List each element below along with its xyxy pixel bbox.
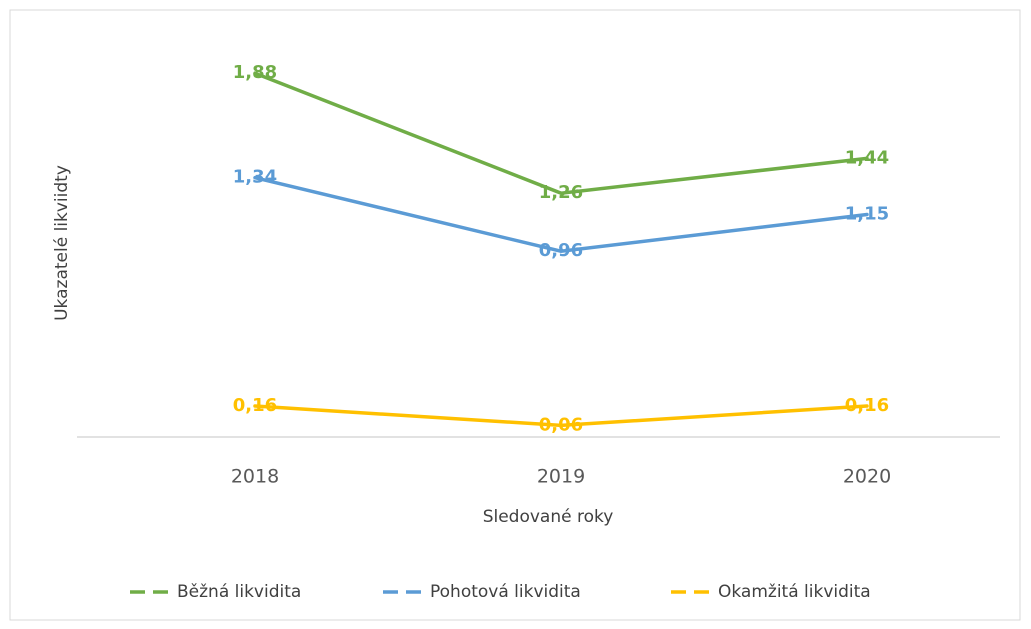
x-tick-label: 2018	[231, 466, 279, 488]
legend-label: Okamžitá likvidita	[718, 582, 871, 602]
data-label: 1,26	[539, 182, 583, 203]
series-line	[253, 404, 869, 428]
data-label: 1,15	[845, 203, 889, 224]
data-label: 0,16	[233, 395, 277, 416]
legend-label: Běžná likvidita	[177, 582, 301, 602]
data-label: 1,88	[233, 62, 277, 83]
data-label: 0,96	[539, 240, 583, 261]
x-tick-label: 2019	[537, 466, 585, 488]
data-label: 1,44	[845, 147, 889, 168]
legend-label: Pohotová likvidita	[430, 582, 581, 602]
chart-frame	[9, 9, 1021, 621]
y-axis-title: Ukazatelé likviidty	[52, 165, 72, 321]
series-line	[253, 71, 869, 195]
series-line	[253, 175, 869, 254]
x-tick-label: 2020	[843, 466, 891, 488]
data-label: 1,34	[233, 167, 277, 188]
data-label: 0,06	[539, 414, 583, 435]
data-label: 0,16	[845, 395, 889, 416]
x-axis-title: Sledované roky	[483, 507, 614, 527]
